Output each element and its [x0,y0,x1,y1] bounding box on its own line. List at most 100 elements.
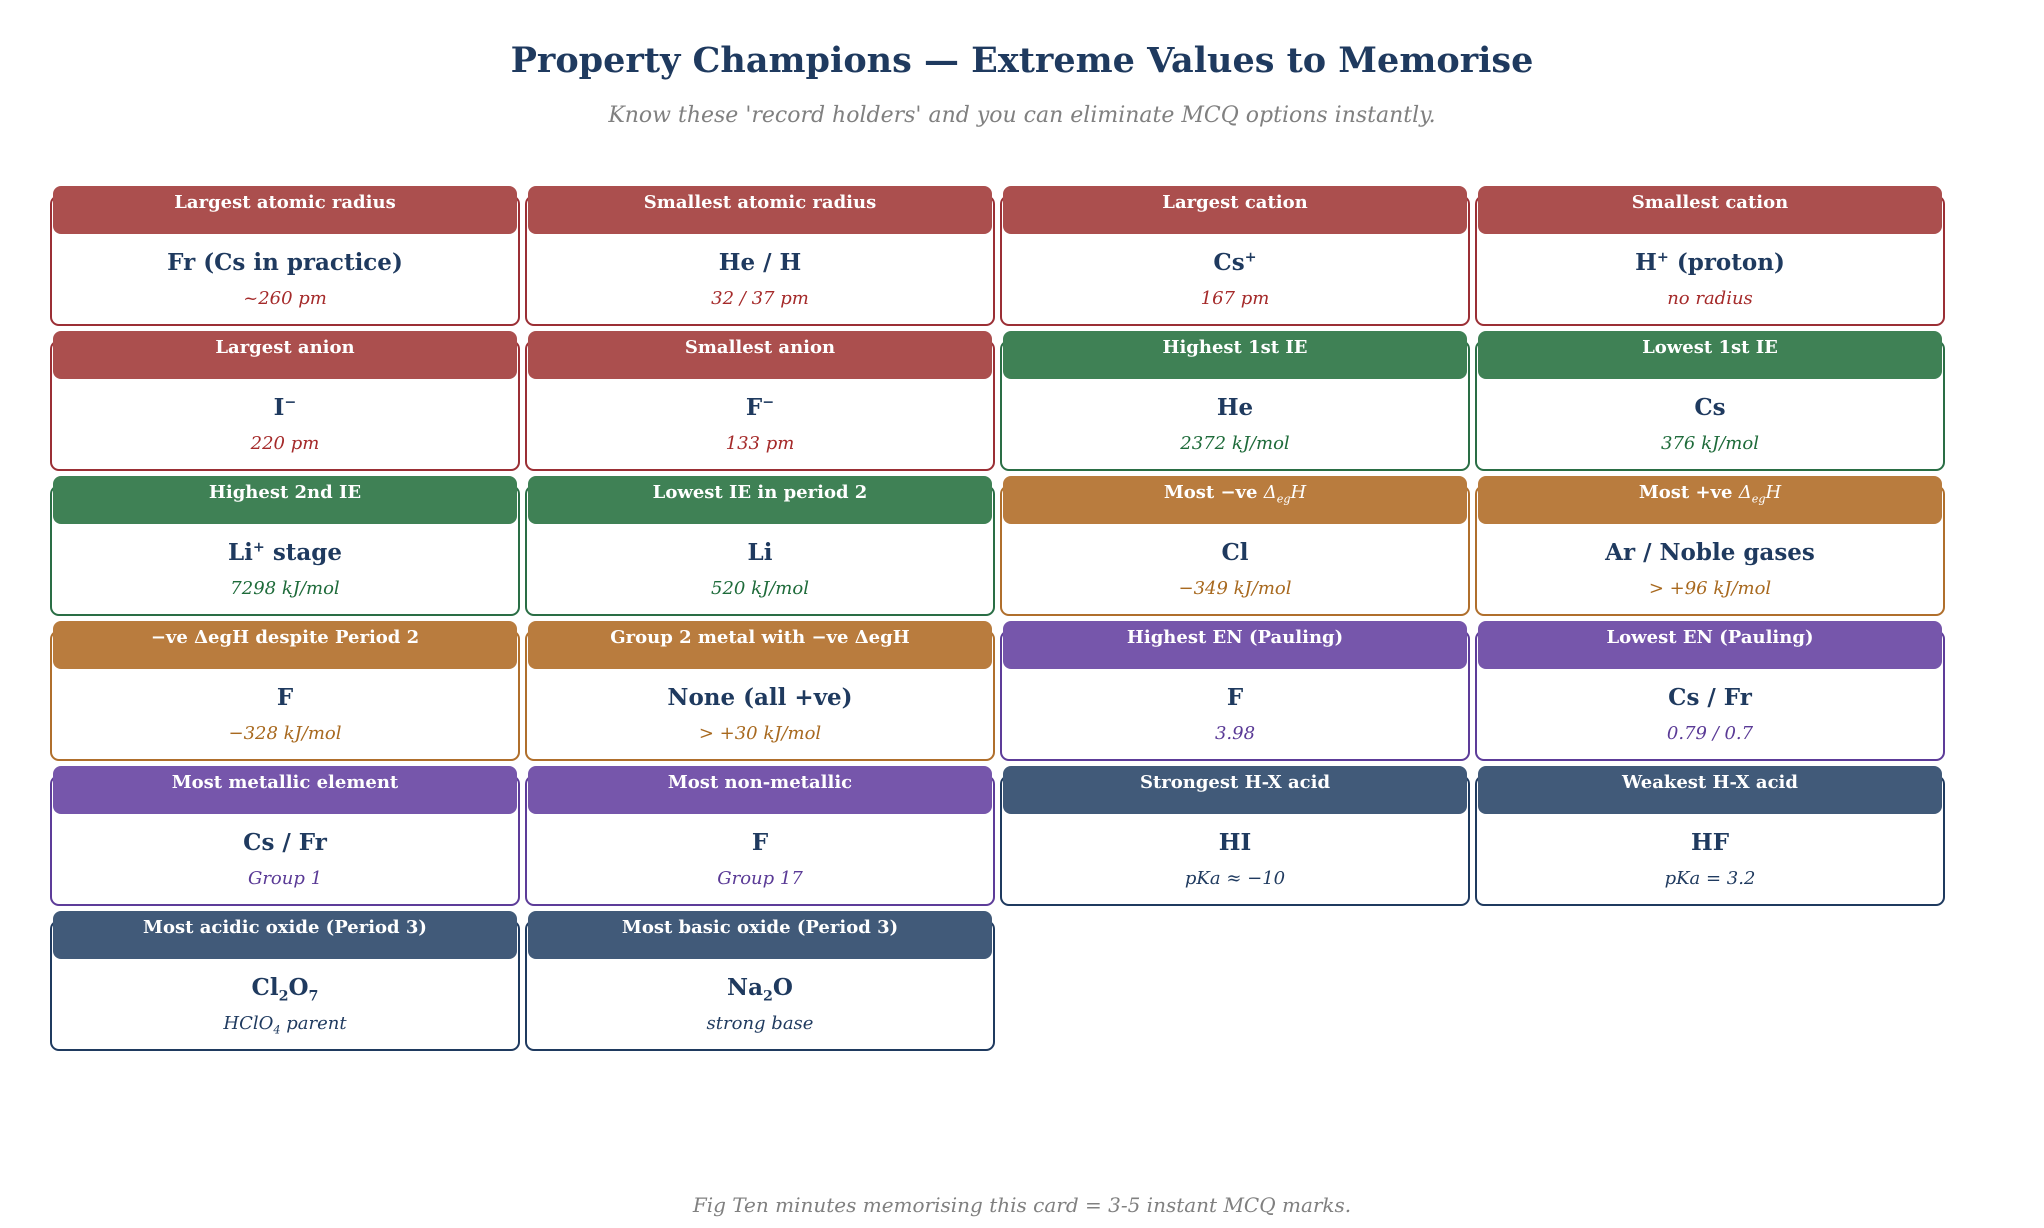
card-header-label: Most +ve ΔegH [1638,482,1782,506]
card-note: > +30 kJ/mol [698,723,822,744]
property-card: Most basic oxide (Period 3) Na2O strong ba… [525,913,995,1051]
card-note: −349 kJ/mol [1178,578,1292,599]
card-header: Most metallic element [53,768,517,814]
property-card: Highest EN (Pauling) F 3.98 [1000,623,1470,761]
card-header: Highest 2nd IE [53,478,517,524]
card-header: Largest atomic radius [53,188,517,234]
property-card: Lowest IE in period 2 Li 520 kJ/mol [525,478,995,616]
property-card: Most metallic element Cs / Fr Group 1 [50,768,520,906]
card-header-label: Weakest H-X acid [1622,772,1798,793]
card-value: F− [745,394,775,421]
card-header: Highest EN (Pauling) [1003,623,1467,669]
card-header-label: Lowest EN (Pauling) [1606,627,1814,648]
card-header: Lowest 1st IE [1478,333,1942,379]
card-header: Most +ve ΔegH [1478,478,1942,524]
card-note: 7298 kJ/mol [230,578,340,599]
card-header: Lowest IE in period 2 [528,478,992,524]
card-value: HF [1690,829,1730,856]
card-value: Ar / Noble gases [1605,539,1815,566]
property-card: Lowest 1st IE Cs 376 kJ/mol [1475,333,1945,471]
card-header-label: Highest EN (Pauling) [1126,627,1344,648]
card-note: −328 kJ/mol [228,723,342,744]
property-card: Largest anion I− 220 pm [50,333,520,471]
card-value: Cs / Fr [1668,684,1752,711]
card-note: 376 kJ/mol [1661,433,1759,454]
card-header-label: Most −ve ΔegH [1163,482,1307,506]
card-value: Cs [1694,394,1726,421]
card-note: 32 / 37 pm [711,288,809,309]
figure-caption: Fig Ten minutes memorising this card = 3… [692,1193,1352,1217]
card-header: Most non-metallic [528,768,992,814]
card-value: Li+ stage [227,539,343,566]
card-note: pKa = 3.2 [1664,868,1756,889]
card-header: Lowest EN (Pauling) [1478,623,1942,669]
card-header: Group 2 metal with −ve ΔegH [528,623,992,669]
card-value: Cs / Fr [243,829,327,856]
property-card: Most −ve ΔegH Cl −349 kJ/mol [1000,478,1470,616]
property-card: Group 2 metal with −ve ΔegH None (all +ve… [525,623,995,761]
card-header: Highest 1st IE [1003,333,1467,379]
card-value: F [1226,684,1244,711]
card-note: ~260 pm [243,288,327,309]
card-header-label: Group 2 metal with −ve ΔegH [610,627,910,648]
card-header: Weakest H-X acid [1478,768,1942,814]
card-header-label: Most basic oxide (Period 3) [621,917,899,938]
card-header-label: −ve ΔegH despite Period 2 [150,627,420,648]
card-value: He / H [718,249,802,276]
card-header: Strongest H-X acid [1003,768,1467,814]
card-header: Most −ve ΔegH [1003,478,1467,524]
card-header-label: Most metallic element [171,772,399,793]
card-note: 3.98 [1214,723,1256,744]
page-subtitle: Know these 'record holders' and you can … [608,103,1436,128]
card-note: Group 1 [247,868,323,889]
card-value: F [751,829,769,856]
card-header: Most basic oxide (Period 3) [528,913,992,959]
property-card: Smallest atomic radius He / H 32 / 37 pm [525,188,995,326]
card-header-label: Lowest 1st IE [1642,337,1778,358]
card-header: Largest anion [53,333,517,379]
card-header-label: Highest 2nd IE [208,482,362,503]
card-note: strong base [706,1013,814,1034]
card-header: Largest cation [1003,188,1467,234]
card-note: 520 kJ/mol [711,578,809,599]
property-card: Most non-metallic F Group 17 [525,768,995,906]
card-value: Na2O [727,974,793,1005]
card-note: Group 17 [717,868,803,889]
card-header: −ve ΔegH despite Period 2 [53,623,517,669]
card-value: Cs+ [1213,249,1257,276]
card-note: pKa ≈ −10 [1184,868,1286,889]
card-header-label: Smallest anion [684,337,836,358]
card-value: None (all +ve) [667,684,853,711]
card-header-label: Strongest H-X acid [1139,772,1331,793]
card-header-label: Most non-metallic [667,772,853,793]
card-header-label: Smallest cation [1631,192,1789,213]
property-card: Largest atomic radius Fr (Cs in practice)… [50,188,520,326]
card-note: no radius [1667,288,1753,309]
card-note: > +96 kJ/mol [1648,578,1772,599]
card-value: I− [273,394,297,421]
card-header: Smallest atomic radius [528,188,992,234]
card-value: He [1216,394,1254,421]
card-value: Cl2O7 [251,974,319,1005]
property-card: Highest 2nd IE Li+ stage 7298 kJ/mol [50,478,520,616]
card-header-label: Largest cation [1162,192,1308,213]
card-header: Smallest cation [1478,188,1942,234]
property-card: −ve ΔegH despite Period 2 F −328 kJ/mol [50,623,520,761]
card-header: Most acidic oxide (Period 3) [53,913,517,959]
property-card: Most +ve ΔegH Ar / Noble gases > +96 kJ/mo… [1475,478,1945,616]
card-note: 2372 kJ/mol [1180,433,1290,454]
page-title: Property Champions — Extreme Values to M… [510,40,1534,81]
property-card: Smallest anion F− 133 pm [525,333,995,471]
card-value: H+ (proton) [1635,249,1785,276]
property-card: Weakest H-X acid HF pKa = 3.2 [1475,768,1945,906]
card-value: F [276,684,294,711]
card-note: 167 pm [1200,288,1270,309]
card-header-label: Most acidic oxide (Period 3) [143,917,427,938]
card-note: 0.79 / 0.7 [1666,723,1754,744]
card-header-label: Lowest IE in period 2 [652,482,868,503]
property-card: Most acidic oxide (Period 3) Cl2O7 HClO4 p… [50,913,520,1051]
property-card: Highest 1st IE He 2372 kJ/mol [1000,333,1470,471]
property-card: Lowest EN (Pauling) Cs / Fr 0.79 / 0.7 [1475,623,1945,761]
card-header-label: Largest atomic radius [174,192,396,213]
